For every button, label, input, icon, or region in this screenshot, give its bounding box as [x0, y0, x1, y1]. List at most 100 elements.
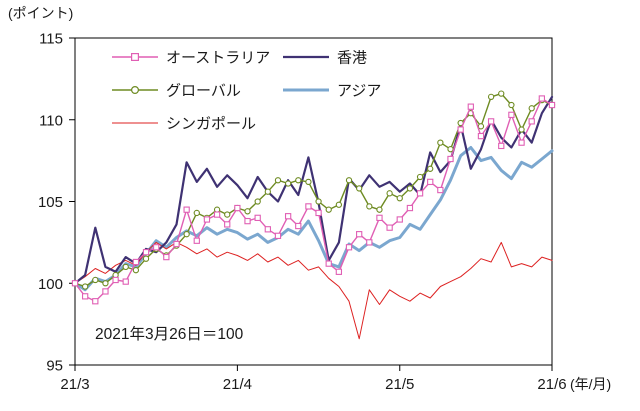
circle-marker	[102, 280, 109, 287]
circle-marker	[376, 206, 383, 213]
square-marker	[508, 111, 515, 118]
legend-label: オーストラリア	[166, 50, 270, 67]
x-tick-label: 21/4	[223, 376, 252, 393]
series-global	[71, 90, 556, 290]
circle-marker	[305, 178, 312, 186]
circle-marker	[447, 146, 454, 153]
square-marker	[234, 204, 241, 212]
y-tick-label: 115	[39, 31, 63, 48]
x-tick-label: 21/6	[537, 376, 566, 393]
circle-marker	[437, 139, 444, 146]
circle-marker	[122, 263, 129, 271]
circle-marker	[142, 255, 150, 262]
square-marker	[386, 224, 393, 231]
square-marker	[224, 221, 231, 228]
circle-marker	[92, 276, 99, 284]
circle-marker	[366, 203, 373, 210]
square-marker	[447, 155, 454, 163]
square-marker	[92, 298, 99, 305]
circle-marker	[295, 177, 302, 184]
square-marker	[396, 216, 403, 223]
x-tick-label: 21/5	[385, 376, 414, 393]
square-marker	[325, 260, 332, 267]
legend-item-hong-kong: 香港	[283, 50, 367, 67]
circle-marker	[254, 198, 261, 205]
square-marker	[487, 118, 495, 125]
circle-marker	[193, 209, 200, 217]
circle-marker	[131, 85, 140, 94]
circle-marker	[487, 93, 495, 101]
square-marker	[477, 132, 485, 140]
circle-marker	[274, 177, 282, 184]
circle-marker	[427, 165, 434, 172]
square-marker	[437, 186, 444, 194]
square-marker	[467, 103, 474, 110]
square-marker	[366, 239, 373, 246]
circle-marker	[528, 105, 535, 112]
plot-border	[74, 37, 553, 366]
square-marker	[498, 142, 505, 150]
square-marker	[538, 95, 546, 102]
series-line-asia	[73, 146, 554, 292]
x-tick-label: 21/3	[60, 376, 89, 393]
x-unit-label: (年/月)	[570, 376, 611, 392]
legend-label: 香港	[337, 50, 367, 67]
y-tick-label: 110	[39, 112, 63, 129]
circle-marker	[183, 231, 190, 238]
legend-item-australia: オーストラリア	[112, 50, 270, 67]
circle-marker	[345, 177, 353, 184]
square-marker	[315, 209, 322, 217]
square-marker	[183, 206, 190, 213]
square-marker	[71, 280, 79, 287]
square-marker	[427, 178, 434, 186]
legend-item-asia: アジア	[283, 83, 381, 100]
circle-marker	[386, 190, 393, 197]
square-marker	[102, 288, 109, 295]
square-marker	[163, 253, 170, 261]
square-marker	[548, 101, 556, 109]
series-line-hong-kong	[73, 95, 554, 285]
circle-marker	[132, 267, 140, 274]
circle-marker	[244, 208, 251, 215]
circle-marker	[406, 185, 414, 192]
legend-item-singapore: シンガポール	[112, 116, 256, 133]
series-hong-kong	[73, 95, 554, 285]
square-marker	[112, 276, 119, 284]
circle-marker	[416, 173, 424, 181]
x-axis: 21/3 21/4 21/5 21/6	[60, 365, 567, 393]
square-marker	[173, 240, 180, 248]
square-marker	[142, 249, 150, 256]
y-tick-label: 95	[46, 358, 63, 375]
square-marker	[254, 214, 261, 221]
square-marker	[416, 190, 424, 197]
square-marker	[213, 211, 221, 218]
circle-marker	[224, 211, 231, 218]
circle-marker	[264, 188, 271, 195]
circle-marker	[325, 206, 332, 213]
square-marker	[284, 213, 292, 220]
square-marker	[244, 217, 251, 225]
circle-marker	[396, 195, 403, 202]
square-marker	[203, 216, 211, 223]
square-marker	[295, 222, 302, 230]
square-marker	[528, 118, 535, 125]
square-marker	[376, 214, 383, 221]
series-australia	[71, 95, 556, 305]
circle-marker	[335, 201, 343, 208]
circle-marker	[315, 198, 322, 205]
circle-marker	[498, 90, 505, 97]
y-tick-label: 105	[38, 194, 63, 211]
square-marker	[457, 126, 464, 133]
circle-marker	[518, 126, 525, 133]
legend-label: アジア	[337, 83, 381, 100]
square-marker	[305, 203, 312, 210]
square-marker	[193, 237, 200, 244]
series-singapore	[74, 241, 553, 340]
square-marker	[81, 293, 89, 300]
circle-marker	[356, 185, 363, 192]
square-marker	[274, 232, 282, 239]
square-marker	[264, 226, 271, 233]
series-line-singapore	[74, 241, 553, 340]
circle-marker	[284, 180, 292, 187]
